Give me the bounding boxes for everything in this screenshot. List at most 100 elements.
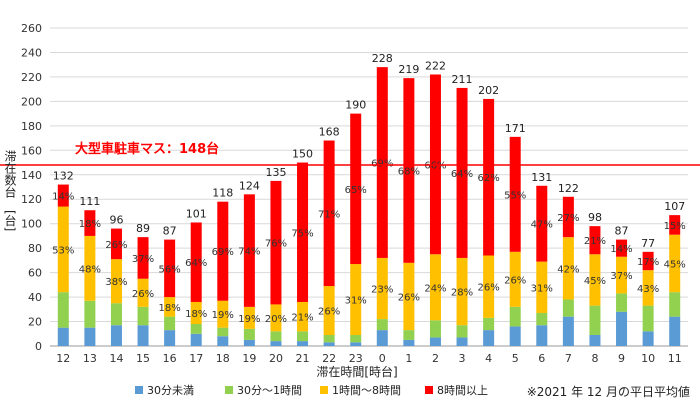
total-label: 211 <box>452 73 473 86</box>
legend-entry: 1時間～8時間 <box>332 384 401 397</box>
y-tick-label: 240 <box>21 46 42 59</box>
x-tick-label: 7 <box>565 352 572 365</box>
percent-label: 48% <box>79 264 101 275</box>
percent-label: 26% <box>105 240 127 251</box>
legend-swatch <box>425 386 433 394</box>
legend-entry: 30分～1時間 <box>237 384 302 397</box>
bar-segment <box>137 325 149 346</box>
total-label: 202 <box>478 84 499 97</box>
total-label: 122 <box>558 182 579 195</box>
bar-segment <box>110 228 122 260</box>
bar-segment <box>483 317 495 331</box>
bar-segment <box>616 311 628 346</box>
percent-label: 74% <box>238 247 260 258</box>
percent-label: 26% <box>398 292 420 303</box>
bar-segment <box>57 327 69 346</box>
bar-segment <box>243 306 255 329</box>
y-axis-title: 滞在数台 <box>3 150 17 198</box>
bar-segment <box>270 304 282 332</box>
x-tick-label: 10 <box>641 352 655 365</box>
legend-entry: 8時間以上 <box>437 384 488 397</box>
percent-label: 26% <box>478 283 500 294</box>
bar-segment <box>137 237 149 279</box>
bar-segment <box>376 330 388 346</box>
percent-label: 76% <box>265 239 287 250</box>
bar-segment <box>562 299 574 317</box>
x-tick-label: 8 <box>591 352 598 365</box>
bar-segment <box>483 330 495 346</box>
bar-segment <box>270 180 282 305</box>
note: ※2021 年 12 月の平日平均値 <box>527 384 690 399</box>
x-tick-label: 19 <box>242 352 256 365</box>
bar-segment <box>243 339 255 346</box>
percent-label: 64% <box>451 169 473 180</box>
bar-segment <box>616 239 628 257</box>
bar-segment <box>642 331 654 346</box>
bar-segment <box>190 301 202 324</box>
bar-segment <box>297 162 309 302</box>
bar-segment <box>456 325 468 338</box>
reference-line-label: 大型車駐車マス：148台 <box>75 141 219 157</box>
bar-segment <box>509 326 521 346</box>
y-tick-label: 120 <box>21 193 42 206</box>
x-tick-label: 1 <box>405 352 412 365</box>
bar-segment <box>376 319 388 331</box>
legend-swatch <box>135 386 143 394</box>
bar-segment <box>164 316 176 331</box>
percent-label: 62% <box>478 173 500 184</box>
bar-segment <box>243 328 255 340</box>
bar-segment <box>57 184 69 207</box>
bar-segment <box>137 278 149 307</box>
bar-segment <box>589 254 601 306</box>
bar-segment <box>190 222 202 302</box>
bar-segment <box>323 334 335 343</box>
x-tick-label: 12 <box>56 352 70 365</box>
percent-label: 64% <box>185 258 207 269</box>
total-label: 171 <box>505 122 526 135</box>
bar-segment <box>350 113 362 265</box>
percent-label: 26% <box>132 289 154 300</box>
percent-label: 17% <box>637 257 659 268</box>
total-label: 219 <box>398 63 419 76</box>
bar-segment <box>217 201 229 301</box>
percent-label: 53% <box>52 245 74 256</box>
bar-segment <box>323 342 335 346</box>
percent-label: 47% <box>531 220 553 231</box>
percent-label: 19% <box>238 314 260 325</box>
percent-label: 23% <box>371 285 393 296</box>
bar-segment <box>57 292 69 328</box>
x-tick-label: 21 <box>296 352 310 365</box>
bar-segment <box>509 306 521 327</box>
percent-label: 15% <box>664 221 686 232</box>
percent-label: 55% <box>504 190 526 201</box>
grid-lines <box>50 27 688 347</box>
bar-segment <box>429 320 441 338</box>
percent-label: 14% <box>610 244 632 255</box>
y-tick-label: 80 <box>28 242 42 255</box>
total-label: 150 <box>292 148 313 161</box>
percent-label: 69% <box>371 159 393 170</box>
bar-segment <box>350 264 362 335</box>
bar-segment <box>536 325 548 346</box>
bar-segment <box>536 261 548 313</box>
y-tick-label: 60 <box>28 267 42 280</box>
percent-label: 26% <box>318 307 340 318</box>
bar-segment <box>536 312 548 326</box>
x-tick-label: 14 <box>109 352 123 365</box>
bar-segment <box>403 330 415 340</box>
y-axis-unit: [台] <box>3 210 17 231</box>
bar-segment <box>110 325 122 346</box>
bar-segment <box>297 331 309 342</box>
x-tick-label: 11 <box>668 352 682 365</box>
total-label: 131 <box>531 171 552 184</box>
percent-label: 18% <box>185 309 207 320</box>
y-axis-ticks: 0 20 40 60 80 100 120 140 160 180 200 220 240 260 <box>21 22 42 353</box>
bar-segment <box>483 255 495 318</box>
percent-label: 21% <box>584 236 606 247</box>
percent-label: 43% <box>637 284 659 295</box>
percent-label: 56% <box>159 264 181 275</box>
bar-segment <box>403 78 415 263</box>
total-label: 111 <box>79 195 100 208</box>
bar-segment <box>509 251 521 307</box>
percent-label: 20% <box>265 314 287 325</box>
